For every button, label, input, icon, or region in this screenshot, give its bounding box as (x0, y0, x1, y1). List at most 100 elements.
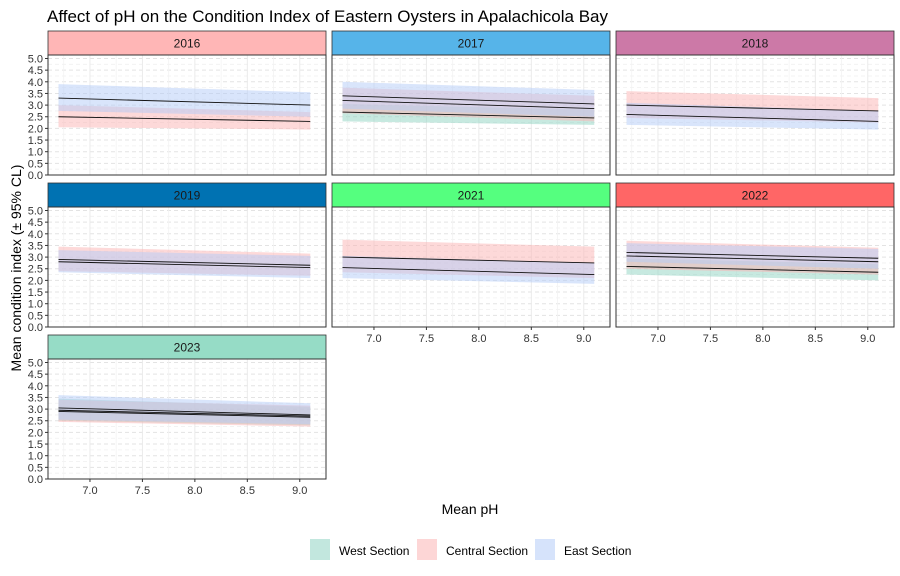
legend-key-central (417, 539, 437, 560)
y-axis-title: Mean condition index (± 95% CL) (8, 165, 24, 372)
y-tick-label: 2.5 (28, 112, 43, 124)
y-tick-label: 2.5 (28, 264, 43, 276)
legend: West Section Central Section East Section (310, 539, 631, 560)
y-tick-label: 1.0 (28, 147, 43, 159)
panel-2021: 2021 7.0 7.5 8.0 8.5 9.0 (331, 182, 611, 345)
y-tick-label: 4.0 (28, 381, 43, 393)
strip-2018 (615, 30, 895, 56)
panel-border (47, 358, 327, 480)
y-tick-label: 0.0 (28, 322, 43, 334)
x-tick-label: 8.0 (187, 485, 202, 497)
y-tick-label: 3.5 (28, 88, 43, 100)
legend-label-west: West Section (339, 544, 409, 558)
y-tick-label: 1.0 (28, 451, 43, 463)
y-tick-label: 0.5 (28, 310, 43, 322)
y-tick-label: 3.0 (28, 252, 43, 264)
y-tick-label: 1.0 (28, 299, 43, 311)
legend-key-east (535, 539, 555, 560)
x-tick-label: 8.5 (240, 485, 255, 497)
panel-border (47, 54, 327, 176)
y-tick-label: 4.5 (28, 217, 43, 229)
y-tick-label: 2.0 (28, 427, 43, 439)
strip-2021 (331, 182, 611, 208)
x-tick-label: 7.5 (703, 333, 718, 345)
x-tick-label: 9.0 (576, 333, 591, 345)
fit-line-west-2022 (626, 265, 879, 273)
ribbon-east-2021 (342, 255, 595, 284)
legend-label-east: East Section (564, 544, 631, 558)
chart-title: Affect of pH on the Condition Index of E… (47, 7, 609, 26)
ribbon-east-2017 (342, 81, 595, 117)
fit-line-central-2023 (58, 410, 311, 418)
x-tick-label: 7.0 (366, 333, 381, 345)
strip-label-2017: 2017 (458, 37, 485, 51)
strip-label-2021: 2021 (458, 189, 485, 203)
x-axis-title: Mean pH (442, 501, 499, 517)
fit-line-east-2021 (342, 267, 595, 276)
ribbon-east-2016 (58, 84, 311, 117)
panel-border (47, 206, 327, 328)
y-tick-label: 4.5 (28, 65, 43, 77)
y-tick-label: 4.0 (28, 77, 43, 89)
x-tick-label: 9.0 (292, 485, 307, 497)
strip-label-2022: 2022 (742, 189, 769, 203)
strip-label-2019: 2019 (174, 189, 201, 203)
fit-line-east-2023 (58, 407, 311, 416)
y-tick-label: 3.0 (28, 100, 43, 112)
fit-line-central-2016 (58, 116, 311, 122)
y-tick-label: 1.5 (28, 135, 43, 147)
fit-line-central-2021 (342, 256, 595, 264)
panel-2018: 2018 (615, 30, 895, 176)
legend-label-central: Central Section (446, 544, 528, 558)
x-tick-label: 8.0 (755, 333, 770, 345)
fit-line-central-2022 (626, 255, 879, 263)
y-tick-label: 0.0 (28, 170, 43, 182)
ribbon-east-2022 (626, 243, 879, 269)
strip-2017 (331, 30, 611, 56)
fit-line-east-2022 (626, 251, 879, 259)
y-tick-label: 1.5 (28, 439, 43, 451)
y-tick-label: 4.0 (28, 229, 43, 241)
panel-border (615, 54, 895, 176)
fit-line-west-2023 (58, 409, 311, 417)
strip-label-2023: 2023 (174, 341, 201, 355)
x-tick-label: 8.5 (808, 333, 823, 345)
y-tick-label: 0.5 (28, 158, 43, 170)
y-tick-label: 2.0 (28, 123, 43, 135)
panel-border (615, 206, 895, 328)
x-tick-label: 7.5 (419, 333, 434, 345)
fit-line-east-2017 (342, 95, 595, 105)
legend-item-west: West Section (310, 539, 409, 560)
fit-line-east-2019 (58, 261, 311, 269)
y-tick-label: 0.0 (28, 474, 43, 486)
strip-label-2016: 2016 (174, 37, 201, 51)
y-tick-label: 5.0 (28, 205, 43, 217)
x-tick-label: 7.0 (82, 485, 97, 497)
y-tick-label: 2.0 (28, 275, 43, 287)
x-tick-label: 7.5 (135, 485, 150, 497)
panel-2016: 2016 0.00.51.01.52.02.53.03.54.04.55.0 (28, 30, 327, 182)
strip-label-2018: 2018 (742, 37, 769, 51)
y-tick-label: 1.5 (28, 287, 43, 299)
y-tick-label: 3.0 (28, 404, 43, 416)
ribbon-east-2019 (58, 250, 311, 279)
legend-item-east: East Section (535, 539, 631, 560)
fit-line-central-2018 (626, 104, 879, 112)
strip-2023 (47, 334, 327, 360)
y-tick-label: 5.0 (28, 53, 43, 65)
strip-2016 (47, 30, 327, 56)
x-tick-label: 8.5 (524, 333, 539, 345)
x-tick-label: 7.0 (650, 333, 665, 345)
x-tick-label: 9.0 (860, 333, 875, 345)
strip-2019 (47, 182, 327, 208)
legend-key-west (310, 539, 330, 560)
y-tick-label: 2.5 (28, 416, 43, 428)
fit-line-west-2017 (342, 111, 595, 119)
panel-border (331, 54, 611, 176)
panel-2019: 2019 0.00.51.01.52.02.53.03.54.04.55.0 (28, 182, 327, 334)
y-tick-label: 4.5 (28, 369, 43, 381)
panel-2022: 2022 7.0 7.5 8.0 8.5 9.0 (615, 182, 895, 345)
fit-line-central-2019 (58, 258, 311, 266)
facet-panels: 20160.00.51.01.52.02.53.03.54.04.55.0201… (28, 30, 895, 497)
